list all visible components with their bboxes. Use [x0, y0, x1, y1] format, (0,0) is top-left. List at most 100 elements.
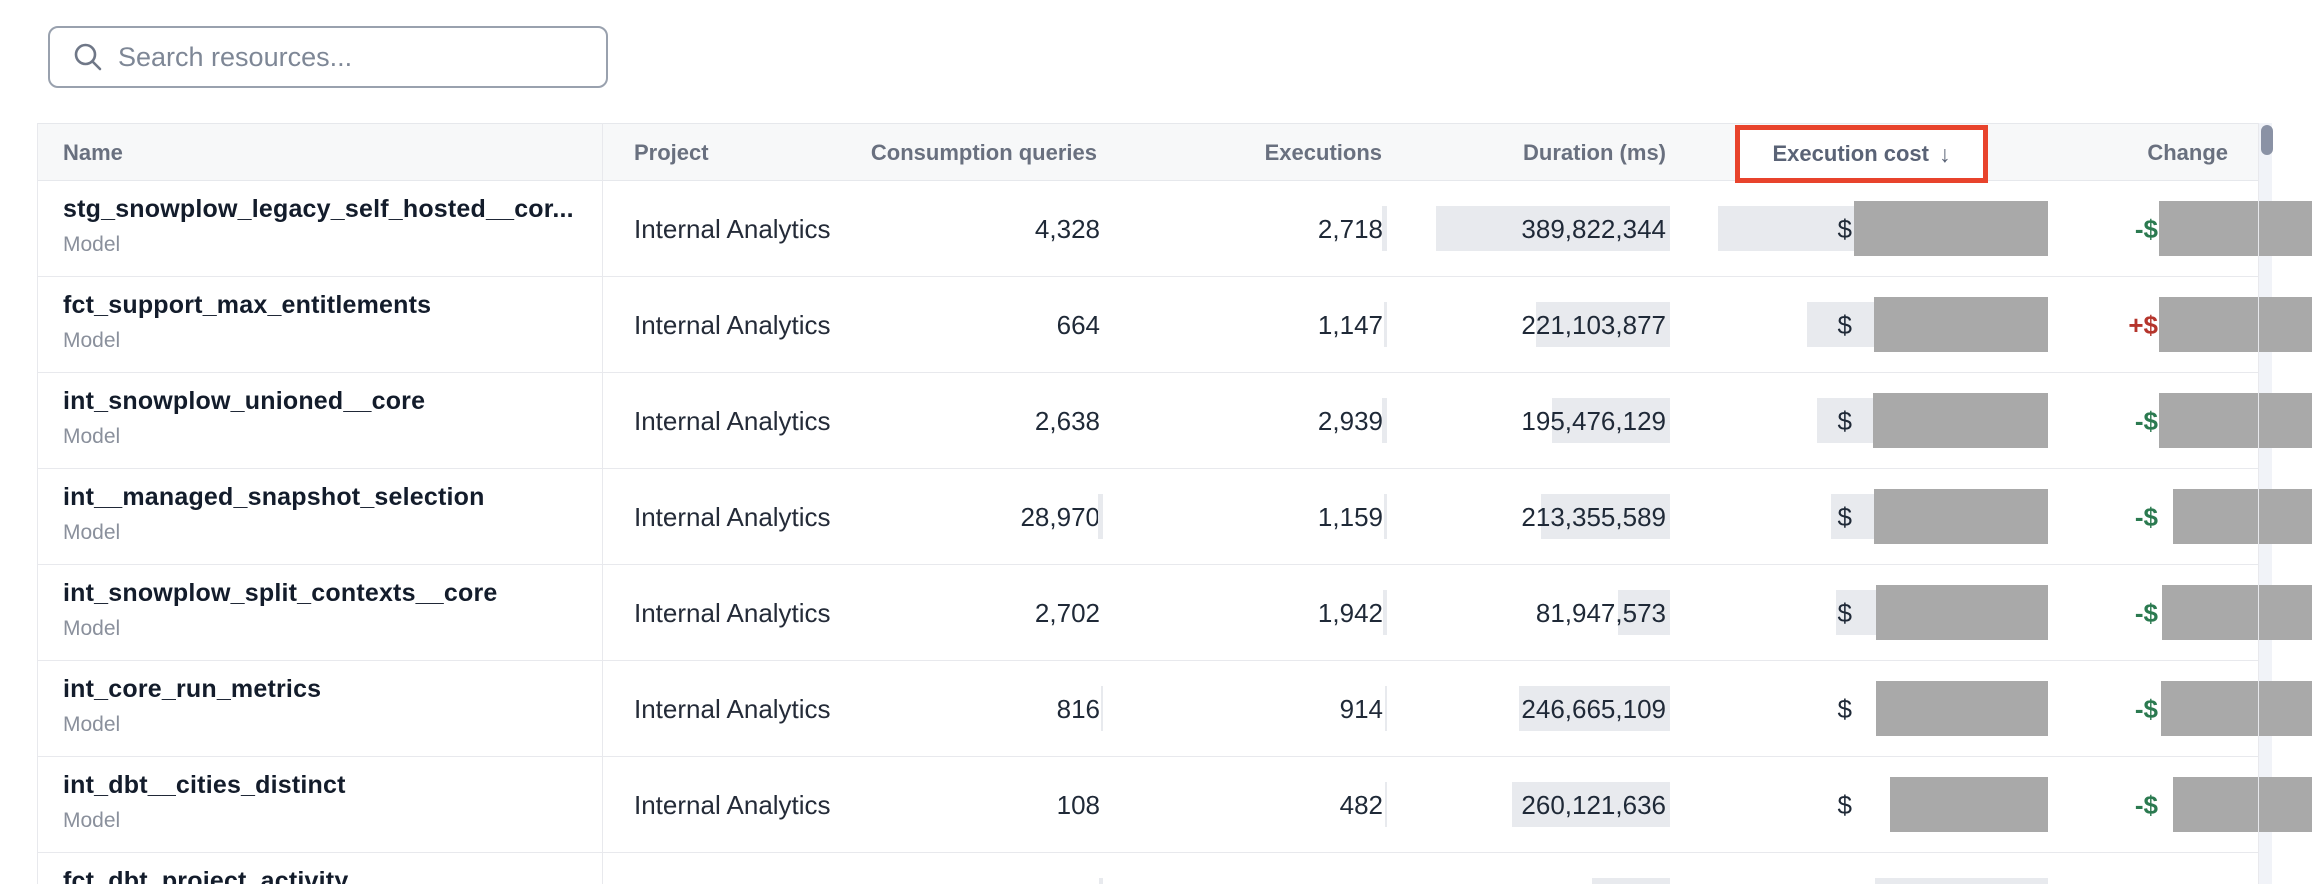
table-right-border: [2258, 123, 2259, 884]
redaction-box-execution-cost: [1874, 489, 2048, 544]
redaction-box-change: [2173, 777, 2312, 832]
column-header-change[interactable]: Change: [2147, 140, 2228, 165]
duration-databar: [1541, 494, 1670, 539]
table-row[interactable]: int_dbt__cities_distinct Model Internal …: [37, 757, 2312, 853]
resource-type-label: Model: [63, 713, 121, 736]
executions-databar: [1382, 206, 1387, 251]
resource-name-link[interactable]: int__managed_snapshot_selection: [63, 483, 485, 511]
execution-cost-cell: $: [1837, 213, 1852, 244]
resource-name-link[interactable]: int_snowplow_split_contexts__core: [63, 579, 498, 607]
duration-cell: 260,121,636: [1521, 789, 1666, 820]
duration-cell: 221,103,877: [1521, 309, 1666, 340]
execution-cost-cell: $: [1837, 789, 1852, 820]
duration-databar: [1618, 590, 1670, 635]
execution-cost-cell: $: [1837, 405, 1852, 436]
consumption-queries-cell: 4,328: [1034, 213, 1100, 244]
name-column-divider: [602, 123, 603, 884]
resource-name-link[interactable]: stg_snowplow_legacy_self_hosted__cor...: [63, 195, 574, 223]
consumption-databar: [1099, 878, 1103, 884]
redaction-box-execution-cost: [1890, 777, 2048, 832]
resources-table: Name Project Consumption queries Executi…: [37, 123, 2312, 884]
change-cell: -$: [2134, 405, 2158, 436]
change-cell: -$: [2134, 597, 2158, 628]
table-row[interactable]: int_snowplow_unioned__core Model Interna…: [37, 373, 2312, 469]
project-cell: Internal Analytics: [634, 789, 831, 820]
column-header-consumption-queries[interactable]: Consumption queries: [870, 140, 1097, 165]
resource-name-link[interactable]: int_dbt__cities_distinct: [63, 771, 346, 799]
consumption-queries-cell: 28,970: [1020, 501, 1100, 532]
duration-databar: [1552, 398, 1670, 443]
consumption-queries-cell: 2,638: [1034, 405, 1100, 436]
column-header-name[interactable]: Name: [63, 140, 123, 165]
executions-databar: [1385, 782, 1387, 827]
project-cell: Internal Analytics: [634, 693, 831, 724]
redaction-box-execution-cost: [1876, 585, 2048, 640]
duration-cell: 195,476,129: [1521, 405, 1666, 436]
redaction-box-change: [2162, 585, 2312, 640]
table-row[interactable]: int__managed_snapshot_selection Model In…: [37, 469, 2312, 565]
change-cell: -$: [2134, 789, 2158, 820]
table-row[interactable]: stg_snowplow_legacy_self_hosted__cor... …: [37, 181, 2312, 277]
redaction-box-execution-cost: [1854, 201, 2048, 256]
duration-databar: [1519, 686, 1670, 731]
execution-cost-databar: [1875, 878, 2048, 884]
resource-type-label: Model: [63, 521, 121, 544]
consumption-queries-cell: 664: [1056, 309, 1100, 340]
executions-databar: [1384, 494, 1387, 539]
executions-cell: 1,942: [1317, 597, 1383, 628]
project-cell: Internal Analytics: [634, 405, 831, 436]
table-header-row: Name Project Consumption queries Executi…: [37, 123, 2258, 183]
column-header-executions[interactable]: Executions: [1264, 140, 1382, 165]
executions-cell: 1,159: [1317, 501, 1383, 532]
consumption-queries-cell: 2,702: [1034, 597, 1100, 628]
resource-type-label: Model: [63, 233, 121, 256]
table-row[interactable]: int_snowplow_split_contexts__core Model …: [37, 565, 2312, 661]
vertical-scrollbar-thumb[interactable]: [2261, 125, 2273, 155]
duration-cell: 246,665,109: [1521, 693, 1666, 724]
project-cell: Internal Analytics: [634, 501, 831, 532]
resource-name-link[interactable]: fct_dbt_project_activity: [63, 867, 349, 884]
duration-cell: 81,947,573: [1535, 597, 1666, 628]
column-header-project[interactable]: Project: [634, 140, 709, 165]
annotation-highlight-box: Execution cost ↓: [1735, 125, 1988, 183]
column-header-duration[interactable]: Duration (ms): [1523, 140, 1666, 165]
consumption-queries-cell: 816: [1056, 693, 1100, 724]
duration-cell: 389,822,344: [1521, 213, 1666, 244]
resource-type-label: Model: [63, 425, 121, 448]
executions-databar: [1382, 398, 1387, 443]
search-input[interactable]: [118, 41, 596, 73]
executions-cell: 1,147: [1317, 309, 1383, 340]
consumption-databar: [1101, 686, 1103, 731]
redaction-box-execution-cost: [1873, 393, 2048, 448]
change-cell: -$: [2134, 213, 2158, 244]
executions-cell: 2,718: [1317, 213, 1383, 244]
executions-databar: [1383, 590, 1387, 635]
project-cell: Internal Analytics: [634, 597, 831, 628]
executions-cell: 914: [1339, 693, 1383, 724]
consumption-databar: [1098, 494, 1103, 539]
executions-cell: 2,939: [1317, 405, 1383, 436]
search-box[interactable]: [48, 26, 608, 88]
resource-type-label: Model: [63, 617, 121, 640]
table-row[interactable]: int_core_run_metrics Model Internal Anal…: [37, 661, 2312, 757]
duration-databar: [1436, 206, 1670, 251]
resource-type-label: Model: [63, 329, 121, 352]
change-cell: -$: [2134, 501, 2158, 532]
resource-name-link[interactable]: int_core_run_metrics: [63, 675, 322, 703]
column-header-execution-cost[interactable]: Execution cost: [1772, 141, 1929, 166]
duration-cell: 213,355,589: [1521, 501, 1666, 532]
resource-name-link[interactable]: fct_support_max_entitlements: [63, 291, 432, 319]
project-cell: Internal Analytics: [634, 309, 831, 340]
table-row[interactable]: fct_dbt_project_activity: [37, 853, 2258, 884]
resource-type-label: Model: [63, 809, 121, 832]
table-left-border: [37, 123, 38, 884]
table-row[interactable]: fct_support_max_entitlements Model Inter…: [37, 277, 2312, 373]
redaction-box-change: [2161, 681, 2312, 736]
executions-cell: 482: [1339, 789, 1383, 820]
change-cell: -$: [2134, 693, 2158, 724]
redaction-box-change: [2159, 201, 2312, 256]
project-cell: Internal Analytics: [634, 213, 831, 244]
redaction-box-execution-cost: [1876, 681, 2048, 736]
table-body: stg_snowplow_legacy_self_hosted__cor... …: [37, 181, 2312, 884]
resource-name-link[interactable]: int_snowplow_unioned__core: [63, 387, 426, 415]
